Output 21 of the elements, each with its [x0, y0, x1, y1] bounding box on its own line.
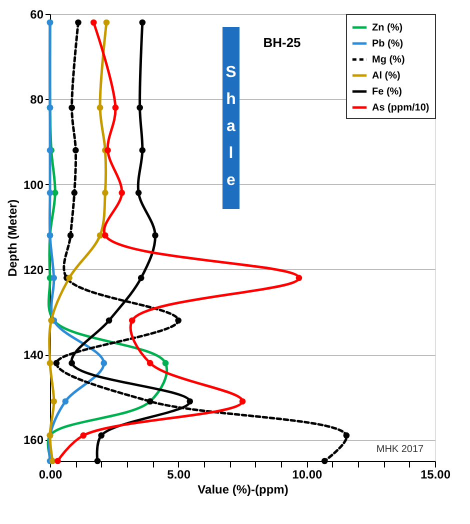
y-tick-label: 60: [30, 8, 44, 22]
legend-label: Zn (%): [372, 22, 403, 34]
x-tick-label: 0.00: [38, 468, 62, 482]
legend-label: Pb (%): [372, 38, 404, 50]
annotation: Shale: [226, 64, 237, 189]
annotation: MHK 2017: [376, 444, 424, 455]
y-tick-label: 100: [23, 178, 44, 192]
x-axis-title: Value (%)-(ppm): [198, 482, 288, 496]
x-tick-label: 10.00: [292, 468, 323, 482]
x-tick-label: 15.00: [420, 468, 451, 482]
y-tick-label: 140: [23, 348, 44, 362]
legend-label: As (ppm/10): [372, 102, 430, 114]
y-axis-title: Depth (Meter): [5, 199, 20, 277]
legend-label: Mg (%): [372, 54, 405, 66]
annotation: BH-25: [263, 35, 301, 50]
y-tick-label: 160: [23, 433, 44, 448]
legend-label: Fe (%): [372, 86, 402, 98]
y-tick-label: 120: [23, 262, 44, 277]
x-tick-label: 5.00: [167, 468, 191, 482]
legend-label: Al (%): [372, 70, 400, 82]
y-tick-label: 80: [30, 92, 44, 107]
